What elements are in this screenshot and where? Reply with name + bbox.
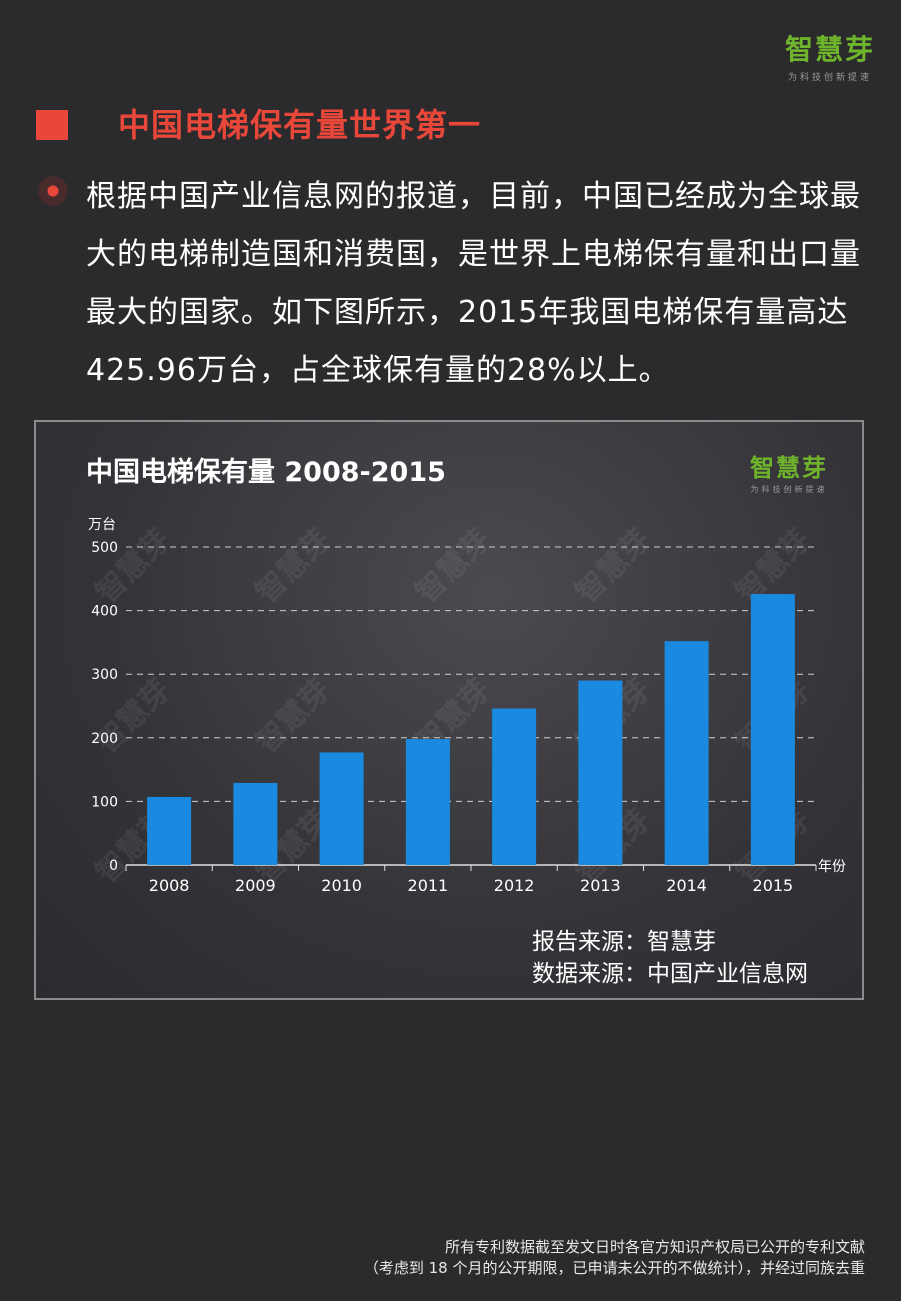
bar [578,680,623,865]
bullet-icon [38,176,68,206]
x-tick-label: 2012 [494,876,535,895]
y-tick-label: 400 [91,604,118,620]
x-tick-label: 2013 [580,876,621,895]
brand-logo: 智慧芽 为科技创新提速 [785,28,875,83]
chart-title: 中国电梯保有量 2008-2015 [86,457,446,488]
bar [405,739,450,865]
footer-line-2: （考虑到 18 个月的公开期限，已申请未公开的不做统计），并经过同族去重 [363,1259,865,1277]
bar [492,708,537,865]
x-tick-label: 2010 [321,876,362,895]
footer-note: 所有专利数据截至发文日时各官方知识产权局已公开的专利文献 （考虑到 18 个月的… [364,1237,865,1279]
chart-brand-logo-slogan: 为科技创新提速 [750,485,828,494]
x-tick-label: 2011 [408,876,449,895]
y-tick-label: 200 [91,731,118,747]
report-source: 报告来源：智慧芽 [532,929,716,955]
chart-brand-logo-name: 智慧芽 [750,454,828,482]
brand-logo-slogan: 为科技创新提速 [787,73,872,83]
data-source: 数据来源：中国产业信息网 [532,961,808,987]
y-tick-label: 0 [109,858,118,874]
bar [664,641,709,865]
bar [233,782,278,865]
brand-logo-name: 智慧芽 [784,33,875,66]
y-tick-label: 100 [91,794,118,810]
y-tick-label: 500 [91,540,118,556]
bar [750,594,795,865]
intro-paragraph: 根据中国产业信息网的报道，目前，中国已经成为全球最大的电梯制造国和消费国，是世界… [86,179,861,388]
y-tick-label: 300 [91,667,118,683]
x-tick-label: 2008 [149,876,190,895]
y-axis-label: 万台 [88,517,116,533]
x-tick-label: 2014 [666,876,707,895]
section-marker [36,110,68,140]
bar [147,796,192,865]
x-axis-label: 年份 [818,859,846,875]
chart-panel: 智慧芽 智慧芽 智慧芽 智慧芽 智慧芽 智慧芽 智慧芽 智慧芽 智慧芽 智慧芽 … [34,420,864,1000]
x-tick-label: 2015 [753,876,794,895]
footer-line-1: 所有专利数据截至发文日时各官方知识产权局已公开的专利文献 [444,1238,865,1256]
x-tick-label: 2009 [235,876,276,895]
bar-chart: 万台 0 100 200 300 400 500 2008 2009 2010 2011 2012 20… [88,517,846,895]
section-title: 中国电梯保有量世界第一 [118,106,482,144]
bar [319,752,364,865]
chart-brand-logo: 智慧芽 为科技创新提速 [750,448,828,495]
